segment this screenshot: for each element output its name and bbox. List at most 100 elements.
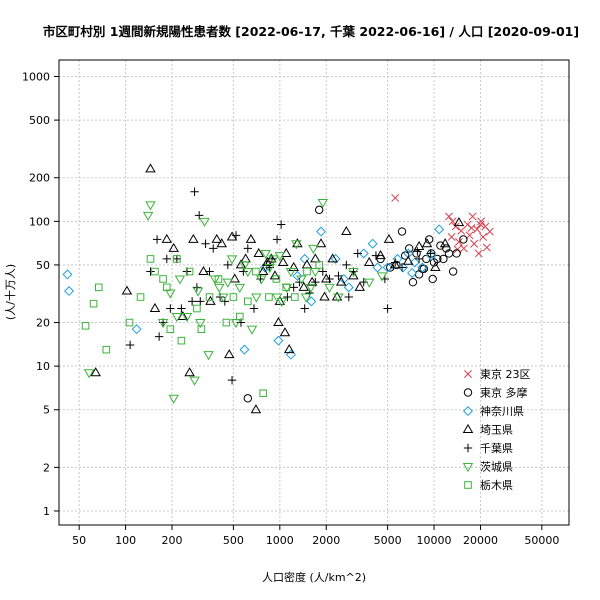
- data-point: [229, 293, 238, 301]
- data-point: [235, 312, 244, 321]
- data-point: [298, 281, 310, 291]
- data-point: [288, 261, 299, 271]
- data-point: [482, 243, 491, 252]
- data-point: [177, 310, 189, 321]
- data-point: [289, 283, 298, 292]
- data-point: [154, 332, 164, 341]
- data-point: [442, 244, 451, 253]
- plot-frame: [58, 59, 570, 526]
- data-point: [277, 256, 289, 266]
- data-point: [162, 254, 171, 264]
- data-point: [250, 404, 262, 414]
- data-point: [149, 302, 161, 313]
- data-point: [174, 275, 186, 285]
- data-point: [327, 253, 338, 263]
- data-point: [299, 253, 310, 264]
- legend-label: 神奈川県: [480, 404, 524, 418]
- data-point: [234, 283, 246, 293]
- data-point: [453, 216, 465, 227]
- data-point: [451, 222, 460, 231]
- data-point: [226, 255, 238, 265]
- data-point: [398, 262, 409, 273]
- data-point: [447, 232, 456, 241]
- data-point: [125, 318, 134, 327]
- data-point: [162, 283, 171, 292]
- data-point: [136, 293, 145, 301]
- data-point: [194, 211, 204, 220]
- data-point: [305, 283, 317, 293]
- data-point: [239, 344, 250, 355]
- data-point: [306, 296, 317, 307]
- data-point: [205, 293, 214, 301]
- data-point: [300, 293, 312, 303]
- data-point: [177, 304, 186, 313]
- data-point: [190, 187, 199, 196]
- data-point: [265, 293, 273, 301]
- data-point: [358, 248, 369, 259]
- data-point: [296, 275, 307, 285]
- data-point: [306, 276, 318, 286]
- data-point: [256, 275, 267, 285]
- data-point: [273, 335, 284, 346]
- data-point: [300, 304, 309, 313]
- data-point: [121, 285, 133, 295]
- data-point: [89, 299, 98, 308]
- data-point: [470, 239, 479, 248]
- data-point: [391, 193, 400, 202]
- data-point: [239, 261, 250, 271]
- data-point: [343, 282, 354, 293]
- legend-marker: [464, 481, 472, 489]
- data-point: [276, 220, 286, 229]
- y-axis-label: (人/十万人): [3, 264, 17, 320]
- data-point: [177, 336, 186, 345]
- data-point: [62, 269, 73, 280]
- data-point: [408, 277, 418, 287]
- data-point: [474, 249, 483, 258]
- data-point: [413, 247, 422, 256]
- data-point: [259, 262, 270, 273]
- data-point: [397, 227, 407, 236]
- data-point: [367, 238, 378, 249]
- data-point: [318, 267, 328, 276]
- y-tick-label: 200: [29, 172, 50, 185]
- data-point: [291, 240, 302, 250]
- data-point: [251, 293, 262, 303]
- data-point: [314, 205, 324, 215]
- data-point: [246, 325, 258, 335]
- data-point: [430, 261, 441, 271]
- data-point: [166, 304, 175, 313]
- data-point: [146, 267, 155, 276]
- data-point: [276, 297, 288, 307]
- data-point: [363, 278, 375, 288]
- data-point: [292, 270, 303, 281]
- x-tick-label: 2000: [312, 534, 340, 547]
- data-point: [242, 268, 254, 278]
- legend-marker: [462, 423, 474, 433]
- data-point: [168, 394, 179, 404]
- data-point: [325, 274, 334, 284]
- data-point: [125, 340, 135, 350]
- data-point: [64, 286, 75, 297]
- data-point: [260, 249, 271, 260]
- data-point: [145, 201, 156, 211]
- data-point: [187, 297, 197, 306]
- data-point: [383, 233, 395, 243]
- data-point: [403, 248, 414, 259]
- data-point: [426, 249, 435, 258]
- data-point: [271, 293, 283, 303]
- data-point: [407, 267, 418, 278]
- legend-marker: [462, 405, 474, 417]
- y-tick-label: 20: [36, 317, 50, 330]
- data-point: [426, 250, 437, 261]
- data-point: [330, 253, 341, 264]
- data-point: [371, 251, 381, 260]
- data-point: [363, 256, 375, 266]
- data-point: [90, 367, 101, 377]
- data-point: [203, 351, 214, 361]
- data-point: [268, 255, 279, 265]
- x-axis-label: 人口密度 (人/km^2): [262, 570, 366, 584]
- data-point: [315, 261, 323, 269]
- data-point: [334, 271, 343, 281]
